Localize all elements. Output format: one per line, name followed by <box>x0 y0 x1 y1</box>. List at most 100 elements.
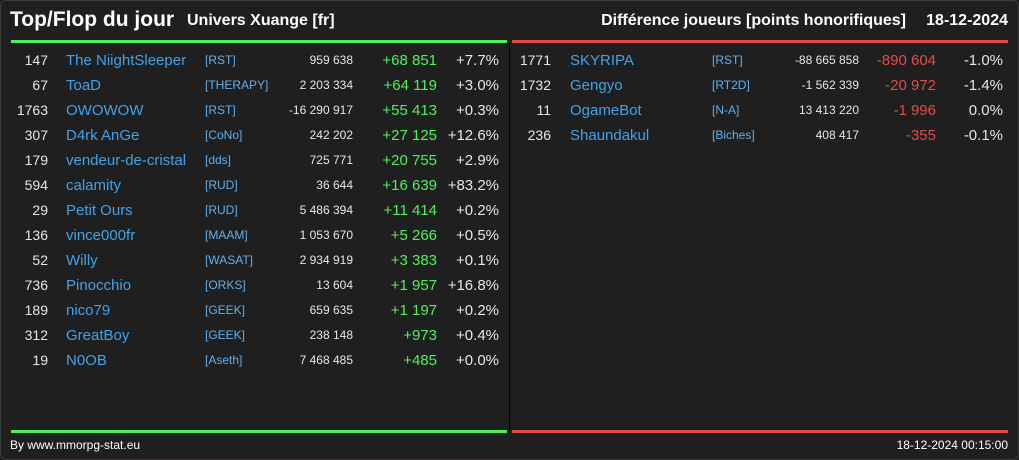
points-difference: +1 197 <box>390 302 437 319</box>
percent-change: -0.1% <box>963 127 1003 144</box>
ranking-type: Différence joueurs [points honorifiques] <box>601 12 906 29</box>
points-difference: +68 851 <box>382 52 437 69</box>
player-points: 1 053 670 <box>299 228 353 242</box>
player-points: 13 604 <box>316 278 353 292</box>
player-row: 307 D4rk AnGe [CoNo] 242 202 +27 125 +12.6% <box>0 123 1019 148</box>
percent-change: +0.2% <box>456 202 499 219</box>
player-points: 7 468 485 <box>299 353 353 367</box>
player-rank: 594 <box>24 177 48 193</box>
player-rank: 189 <box>24 302 48 318</box>
player-rank: 52 <box>32 252 48 268</box>
player-rank: 236 <box>527 127 551 143</box>
alliance-tag-link[interactable]: [Biches] <box>712 128 755 142</box>
footer-credit[interactable]: By www.mmorpg-stat.eu <box>10 438 141 452</box>
player-rank: 67 <box>32 77 48 93</box>
player-points: -88 665 858 <box>794 53 859 67</box>
player-name-link[interactable]: Petit Ours <box>66 202 133 219</box>
player-points: 959 638 <box>309 53 353 67</box>
alliance-tag-link[interactable]: [Aseth] <box>205 353 243 367</box>
player-name-link[interactable]: SKYRIPA <box>570 52 634 69</box>
player-name-link[interactable]: N0OB <box>66 352 107 369</box>
player-name-link[interactable]: Willy <box>66 252 98 269</box>
alliance-tag-link[interactable]: [GEEK] <box>205 303 246 317</box>
alliance-tag-link[interactable]: [RST] <box>205 53 236 67</box>
points-difference: +16 639 <box>382 177 437 194</box>
alliance-tag-link[interactable]: [ORKS] <box>205 278 246 292</box>
player-rank: 19 <box>32 352 48 368</box>
player-name-link[interactable]: Gengyo <box>570 77 623 94</box>
alliance-tag-link[interactable]: [RUD] <box>205 178 238 192</box>
footer-timestamp: 18-12-2024 00:15:00 <box>896 438 1008 452</box>
player-name-link[interactable]: Pinocchio <box>66 277 132 294</box>
player-rank: 1732 <box>519 77 551 93</box>
player-rank: 179 <box>24 152 48 168</box>
alliance-tag-link[interactable]: [GEEK] <box>205 328 246 342</box>
player-points: 242 202 <box>309 128 353 142</box>
alliance-tag-link[interactable]: [RT2D] <box>712 78 750 92</box>
player-name-link[interactable]: ToaD <box>66 77 102 94</box>
player-rank: 312 <box>24 327 48 343</box>
player-name-link[interactable]: vendeur-de-cristal <box>66 152 187 169</box>
percent-change: -1.0% <box>963 52 1003 69</box>
points-difference: +11 414 <box>383 202 437 219</box>
points-difference: -890 604 <box>876 52 936 69</box>
player-points: 659 635 <box>309 303 353 317</box>
panel-divider <box>509 42 510 433</box>
points-difference: -355 <box>905 127 936 144</box>
player-name-link[interactable]: OgameBot <box>570 102 642 119</box>
percent-change: +0.1% <box>456 252 499 269</box>
alliance-tag-link[interactable]: [RUD] <box>205 203 238 217</box>
points-difference: -1 996 <box>893 102 936 119</box>
points-difference: +5 266 <box>390 227 437 244</box>
percent-change: +0.4% <box>456 327 499 344</box>
points-difference: +27 125 <box>382 127 437 144</box>
player-row: 179 vendeur-de-cristal [dds] 725 771 +20 755… <box>0 148 1019 173</box>
alliance-tag-link[interactable]: [dds] <box>205 153 232 167</box>
player-points: -16 290 917 <box>288 103 353 117</box>
alliance-tag-link[interactable]: [WASAT] <box>205 253 253 267</box>
player-points: 2 934 919 <box>299 253 353 267</box>
alliance-tag-link[interactable]: [CoNo] <box>205 128 243 142</box>
player-row: 147 The NiightSleeper [RST] 959 638 +68 851 +… <box>0 48 1019 73</box>
percent-change: +16.8% <box>447 277 499 294</box>
player-points: 238 148 <box>309 328 353 342</box>
percent-change: +83.2% <box>447 177 499 194</box>
points-difference: +64 119 <box>383 77 437 94</box>
ranking-date: 18-12-2024 <box>926 12 1008 29</box>
player-name-link[interactable]: GreatBoy <box>66 327 130 344</box>
percent-change: -1.4% <box>963 77 1003 94</box>
points-difference: +485 <box>403 352 437 369</box>
player-points: 725 771 <box>309 153 353 167</box>
player-points: 408 417 <box>815 128 859 142</box>
percent-change: +0.5% <box>456 227 499 244</box>
player-name-link[interactable]: Shaundakul <box>570 127 650 144</box>
player-name-link[interactable]: nico79 <box>66 302 111 319</box>
percent-change: +12.6% <box>447 127 499 144</box>
page-title: Top/Flop du jour <box>10 8 175 31</box>
points-difference: +20 755 <box>382 152 437 169</box>
alliance-tag-link[interactable]: [N-A] <box>712 103 740 117</box>
player-name-link[interactable]: The NiightSleeper <box>66 52 187 69</box>
player-name-link[interactable]: OWOWOW <box>66 102 144 119</box>
player-points: 2 203 334 <box>299 78 353 92</box>
player-row: 736 Pinocchio [ORKS] 13 604 +1 957 +16.8% <box>0 273 1019 298</box>
percent-change: +2.9% <box>456 152 499 169</box>
alliance-tag-link[interactable]: [THERAPY] <box>205 78 269 92</box>
player-rank: 147 <box>24 52 48 68</box>
player-row: 236 Shaundakul [Biches] 408 417 -355 -0.1% <box>0 123 1019 148</box>
alliance-tag-link[interactable]: [MAAM] <box>205 228 248 242</box>
player-rank: 11 <box>536 102 551 118</box>
flop-accent-bar <box>512 40 1008 43</box>
player-name-link[interactable]: calamity <box>66 177 122 194</box>
player-row: 594 calamity [RUD] 36 644 +16 639 +83.2% <box>0 173 1019 198</box>
player-row: 1732 Gengyo [RT2D] -1 562 339 -20 972 -1.4% <box>0 73 1019 98</box>
player-name-link[interactable]: D4rk AnGe <box>66 127 140 144</box>
player-points: 13 413 220 <box>798 103 859 117</box>
points-difference: +55 413 <box>382 102 437 119</box>
player-name-link[interactable]: vince000fr <box>66 227 136 244</box>
points-difference: +3 383 <box>390 252 437 269</box>
player-points: 5 486 394 <box>299 203 353 217</box>
alliance-tag-link[interactable]: [RST] <box>712 53 743 67</box>
alliance-tag-link[interactable]: [RST] <box>205 103 236 117</box>
percent-change: +0.0% <box>456 352 499 369</box>
